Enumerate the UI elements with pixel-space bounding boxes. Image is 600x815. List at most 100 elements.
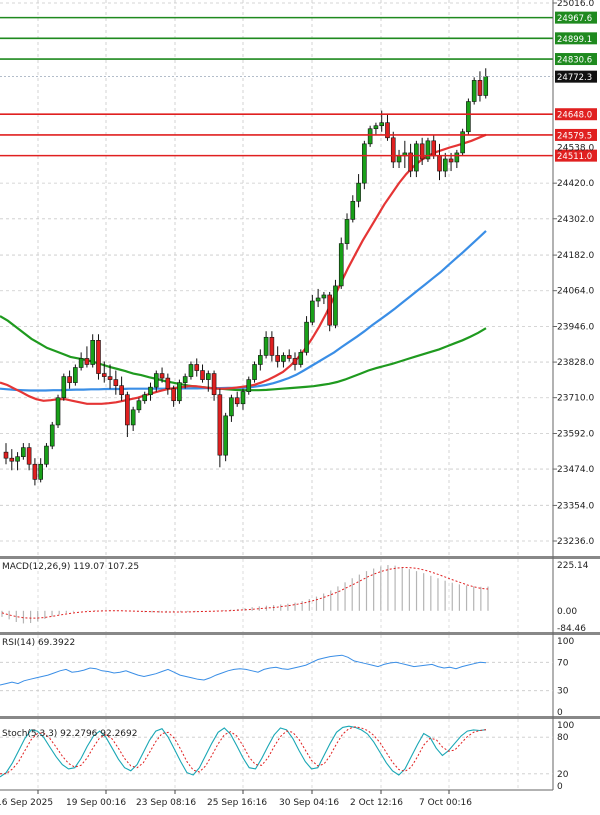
candle-body: [142, 394, 148, 402]
main-grid: [0, 0, 553, 556]
candle-body: [275, 355, 280, 362]
time-axis-label: 16 Sep 2025: [0, 798, 53, 808]
current-price-tag: [555, 70, 597, 83]
stoch-axis-label: 20: [557, 770, 569, 780]
level-tag: [555, 11, 597, 24]
candle-body: [229, 397, 234, 417]
candle-body: [350, 200, 356, 220]
candle-body: [286, 355, 292, 359]
candle-body: [442, 158, 448, 172]
price-tick-label: 25016.0: [557, 0, 594, 9]
candle-body: [333, 285, 338, 326]
candle-body: [182, 376, 188, 383]
price-tick-label: 24064.0: [557, 287, 594, 297]
rsi-axis-label: 70: [557, 658, 569, 668]
price-tick-label: 24302.0: [557, 215, 594, 225]
candle-body: [344, 219, 350, 244]
current-price-label: 24772.3: [557, 73, 592, 83]
macd-axis-label: 0.00: [557, 607, 577, 617]
candle-body: [194, 364, 200, 371]
candle-body: [483, 76, 489, 96]
candle-body: [252, 364, 257, 380]
stoch-d-line: [0, 726, 487, 775]
time-axis-label: 19 Sep 00:16: [66, 798, 126, 808]
candle-body: [362, 143, 367, 184]
candle-body: [466, 101, 471, 133]
candles: [3, 68, 489, 486]
candle-body: [101, 373, 107, 377]
level-label: 24511.0: [557, 152, 592, 162]
candle-body: [113, 379, 119, 386]
price-tick-label: 24420.0: [557, 179, 594, 189]
candle-body: [292, 358, 298, 365]
candle-body: [165, 377, 171, 389]
candle-body: [321, 294, 327, 299]
level-tag: [555, 32, 597, 45]
candle-body: [431, 140, 437, 157]
candle-body: [136, 400, 142, 411]
time-axis-label: 7 Oct 00:16: [419, 798, 472, 808]
candle-body: [356, 182, 361, 202]
candle-body: [379, 122, 385, 127]
price-tick-label: 23828.0: [557, 358, 594, 368]
stoch-axis-label: 80: [557, 733, 569, 743]
candle-body: [21, 447, 26, 457]
rsi-axis-label: 100: [557, 637, 574, 647]
candle-body: [32, 463, 38, 480]
candle-body: [159, 373, 165, 379]
candle-body: [44, 445, 49, 465]
candle-body: [3, 451, 9, 459]
candle-body: [84, 358, 90, 365]
macd-axis-label: -84.46: [557, 624, 586, 634]
macd-label: MACD(12,26,9) 119.07 107.25: [2, 562, 139, 572]
candle-body: [390, 137, 396, 163]
price-tick-label: 24538.0: [557, 143, 594, 153]
macd-signal-line: [1, 566, 489, 619]
candle-body: [206, 373, 211, 380]
rsi-axis-label: 0: [557, 708, 563, 718]
level-tag: [555, 149, 597, 162]
price-tick-label: 23946.0: [557, 322, 594, 332]
candle-body: [211, 373, 217, 396]
candle-body: [171, 388, 176, 402]
candle-body: [61, 376, 67, 399]
candle-body: [49, 424, 55, 447]
candle-body: [90, 340, 95, 365]
candle-body: [315, 297, 321, 302]
candle-body: [153, 373, 159, 388]
candle-body: [130, 409, 136, 426]
time-axis-label: 23 Sep 08:16: [136, 798, 196, 808]
candle-body: [373, 125, 379, 130]
candle-body: [425, 140, 431, 160]
ma-line-2: [0, 133, 487, 405]
candle-body: [73, 367, 78, 383]
candle-body: [107, 376, 113, 380]
level-label: 24579.5: [557, 131, 592, 141]
price-tick-label: 24182.0: [557, 251, 594, 261]
price-tick-label: 23354.0: [557, 501, 594, 511]
price-tick-label: 23236.0: [557, 537, 594, 547]
candle-body: [67, 376, 72, 383]
candle-body: [26, 447, 32, 465]
level-label: 24967.6: [557, 14, 592, 24]
candle-body: [240, 391, 246, 405]
stoch-axis-label: 100: [557, 721, 574, 731]
macd-axis-label: 225.14: [557, 561, 589, 571]
candle-body: [408, 152, 413, 172]
price-tick-label: 23592.0: [557, 429, 594, 439]
candle-body: [269, 336, 275, 356]
candle-body: [460, 131, 465, 154]
candle-body: [471, 80, 477, 102]
candle-body: [338, 243, 344, 287]
price-tick-label: 23474.0: [557, 465, 594, 475]
rsi-axis-label: 30: [557, 687, 569, 697]
candle-body: [385, 122, 390, 139]
candle-body: [414, 143, 419, 172]
candle-body: [396, 155, 402, 163]
level-label: 24899.1: [557, 35, 592, 45]
candle-body: [148, 386, 153, 396]
candle-body: [177, 382, 182, 402]
candle-body: [223, 415, 228, 456]
